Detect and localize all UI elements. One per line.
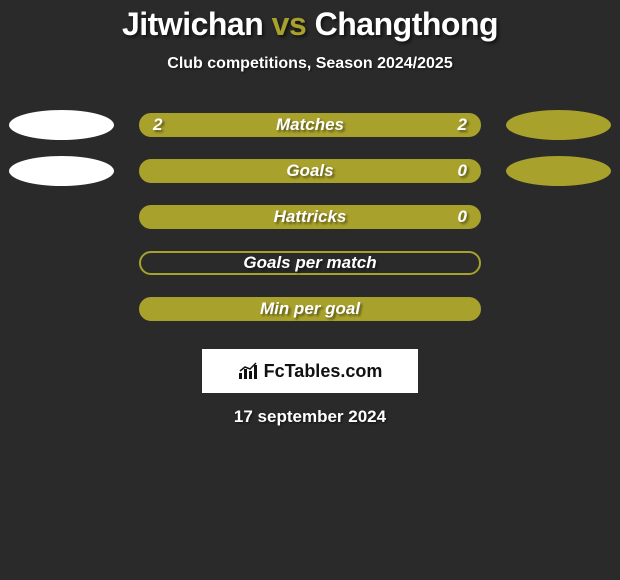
stat-bar: 22Matches — [139, 113, 481, 137]
date-text: 17 september 2024 — [234, 407, 386, 427]
logo-box: FcTables.com — [202, 349, 418, 393]
stat-row: Goals per match — [9, 251, 611, 275]
stat-label: Min per goal — [141, 299, 479, 319]
stat-label: Matches — [141, 115, 479, 135]
stat-label: Goals — [141, 161, 479, 181]
stat-bar: Goals per match — [139, 251, 481, 275]
comparison-infographic: Jitwichan vs Changthong Club competition… — [0, 0, 620, 427]
player2-ellipse — [506, 156, 611, 186]
logo-text: FcTables.com — [264, 361, 383, 382]
title-player1: Jitwichan — [122, 6, 263, 42]
fctables-logo: FcTables.com — [238, 361, 383, 382]
player1-ellipse — [9, 156, 114, 186]
stat-row: 22Matches — [9, 113, 611, 137]
stat-bar: 0Hattricks — [139, 205, 481, 229]
title-player2: Changthong — [315, 6, 498, 42]
stats-list: 22Matches 0Goals 0Hattricks Goals per match… — [9, 113, 611, 343]
stat-bar: 0Goals — [139, 159, 481, 183]
stat-row: Min per goal — [9, 297, 611, 321]
player1-ellipse — [9, 110, 114, 140]
title-vs: vs — [272, 6, 307, 42]
stat-label: Hattricks — [141, 207, 479, 227]
page-title: Jitwichan vs Changthong — [122, 6, 498, 43]
stat-label: Goals per match — [141, 253, 479, 273]
chart-icon — [238, 362, 260, 380]
stat-row: 0Hattricks — [9, 205, 611, 229]
stat-row: 0Goals — [9, 159, 611, 183]
stat-bar: Min per goal — [139, 297, 481, 321]
subtitle: Club competitions, Season 2024/2025 — [167, 55, 452, 73]
player2-ellipse — [506, 110, 611, 140]
